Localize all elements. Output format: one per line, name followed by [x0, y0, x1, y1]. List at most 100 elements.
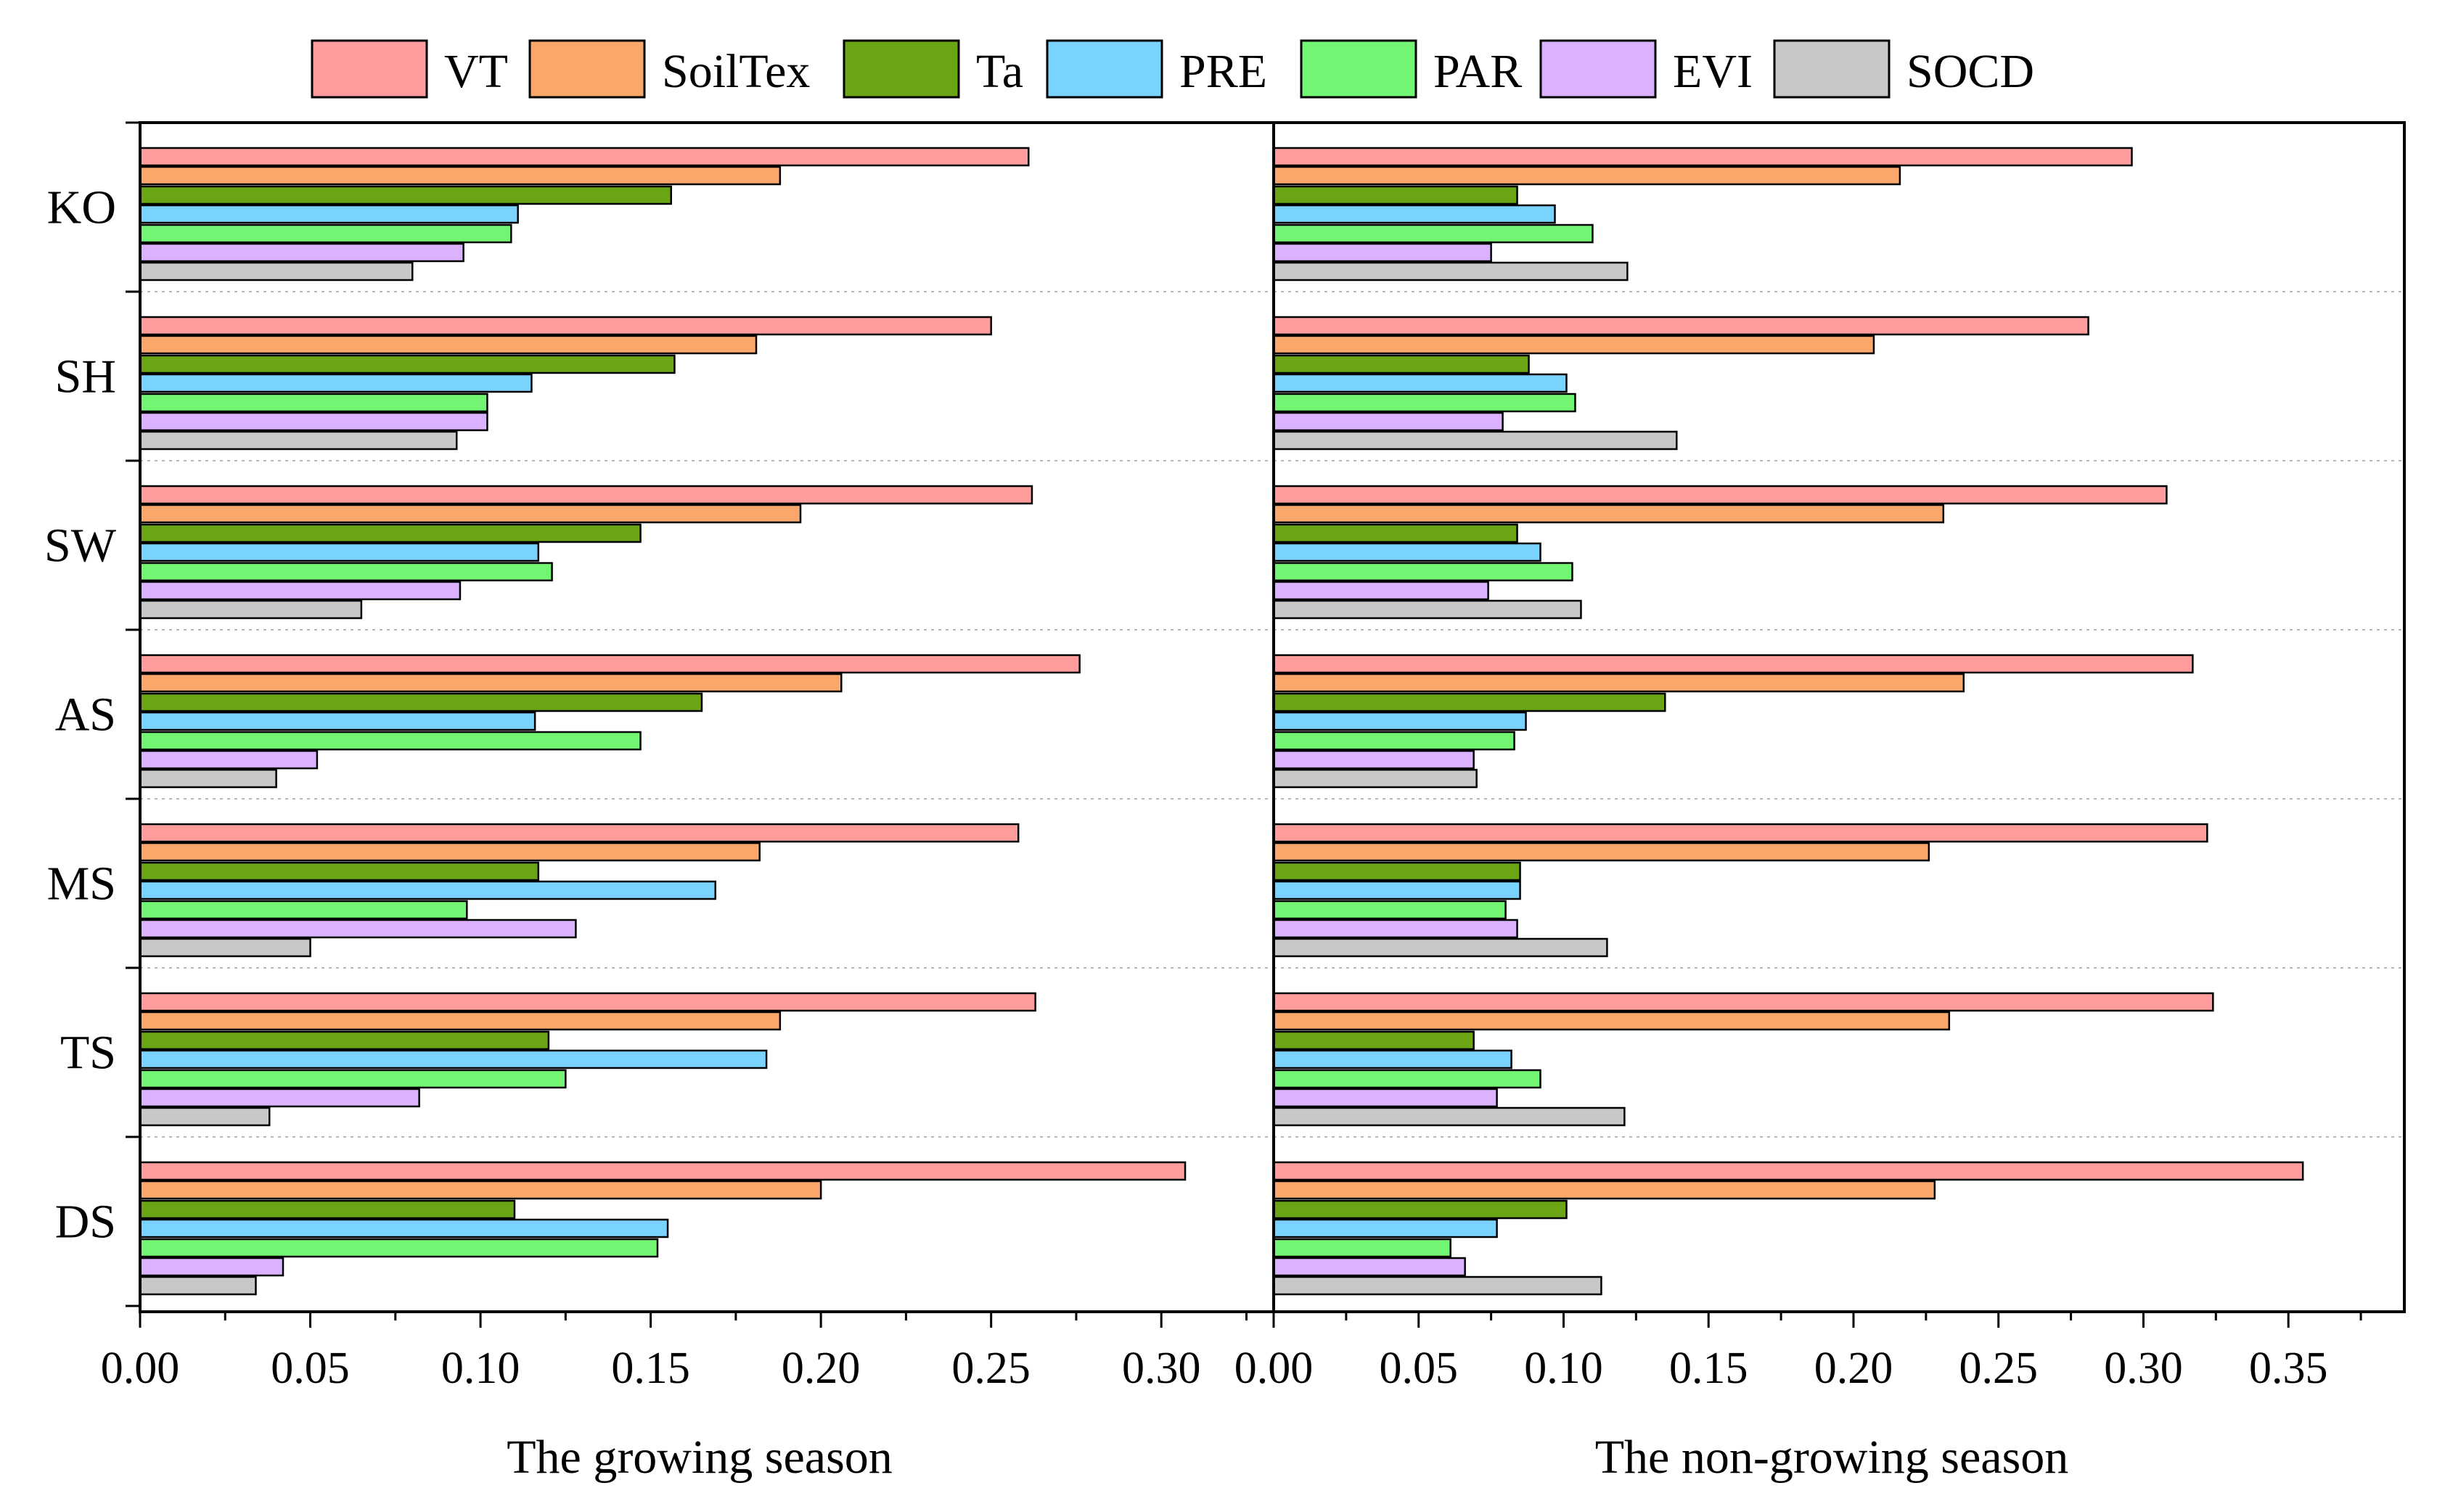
bar-non-growing-ds-evi: [1272, 1257, 1466, 1277]
bar-growing-ds-socd: [139, 1275, 257, 1296]
x-tick-label: 0.30: [2104, 1344, 2183, 1393]
bar-non-growing-ko-socd: [1272, 261, 1629, 282]
x-tick-label: 0.05: [271, 1344, 350, 1393]
x-tick-label: 0.00: [1234, 1344, 1314, 1393]
x-axis-title: The non-growing season: [1595, 1431, 2069, 1484]
bar-growing-ko-evi: [139, 242, 464, 263]
bar-growing-sw-ta: [139, 523, 642, 543]
legend-label: SoilTex: [662, 45, 810, 98]
bar-non-growing-sh-socd: [1272, 430, 1678, 451]
bar-growing-as-vt: [139, 654, 1081, 674]
bar-non-growing-sw-evi: [1272, 580, 1489, 601]
bar-growing-ts-ta: [139, 1030, 550, 1051]
bar-growing-as-pre: [139, 711, 536, 731]
bar-non-growing-as-ta: [1272, 692, 1666, 712]
bar-non-growing-as-par: [1272, 731, 1515, 751]
bar-non-growing-ms-pre: [1272, 880, 1521, 900]
legend-label: VT: [444, 45, 508, 98]
legend-label: PRE: [1179, 45, 1267, 98]
bar-non-growing-ko-soiltex: [1272, 165, 1901, 186]
bar-growing-as-par: [139, 731, 642, 751]
bar-growing-sh-pre: [139, 373, 533, 393]
bar-growing-sh-vt: [139, 316, 992, 336]
bar-growing-sh-evi: [139, 411, 488, 432]
bar-growing-ms-evi: [139, 919, 577, 939]
x-tick-label: 0.25: [1959, 1344, 2038, 1393]
x-tick-label: 0.15: [611, 1344, 690, 1393]
bar-non-growing-ms-vt: [1272, 823, 2208, 843]
x-tick-label: 0.30: [1122, 1344, 1201, 1393]
bar-growing-ms-ta: [139, 861, 540, 882]
bar-growing-ts-par: [139, 1069, 567, 1089]
bar-non-growing-ko-pre: [1272, 204, 1556, 224]
bar-growing-sh-socd: [139, 430, 458, 451]
bar-growing-sw-par: [139, 562, 553, 582]
bar-non-growing-as-soiltex: [1272, 673, 1965, 693]
bar-growing-ms-pre: [139, 880, 716, 900]
legend-item-pre: PRE: [1046, 39, 1267, 99]
bar-growing-as-socd: [139, 768, 277, 789]
panel-growing: 0.00 0.05 0.10 0.15 0.20 0.25 0.30 The growing …: [101, 121, 1275, 1484]
bar-growing-ko-vt: [139, 147, 1030, 167]
bar-non-growing-sh-evi: [1272, 411, 1504, 432]
legend-swatch: [1773, 39, 1891, 99]
panel-non-growing: 0.00 0.05 0.10 0.15 0.20 0.25 0.30 0.35 The non-…: [1234, 121, 2406, 1484]
bar-growing-ko-pre: [139, 204, 519, 224]
bar-growing-ms-soiltex: [139, 842, 761, 862]
bar-non-growing-ko-par: [1272, 223, 1594, 244]
legend-swatch: [843, 39, 960, 99]
bar-growing-ds-par: [139, 1238, 659, 1258]
bar-non-growing-ds-par: [1272, 1238, 1451, 1258]
legend-item-soiltex: SoilTex: [528, 39, 810, 99]
bar-growing-sw-soiltex: [139, 504, 802, 524]
bar-non-growing-ms-evi: [1272, 919, 1518, 939]
bar-non-growing-sw-socd: [1272, 599, 1582, 620]
bar-non-growing-ms-socd: [1272, 937, 1608, 958]
bar-non-growing-ko-evi: [1272, 242, 1492, 263]
bar-non-growing-ms-soiltex: [1272, 842, 1930, 862]
y-axis: KO SH SW AS MS TS DS: [44, 121, 140, 1307]
bar-non-growing-as-vt: [1272, 654, 2194, 674]
bar-non-growing-sw-soiltex: [1272, 504, 1945, 524]
bar-non-growing-ko-vt: [1272, 147, 2133, 167]
bar-non-growing-sw-pre: [1272, 542, 1541, 562]
bar-growing-sw-vt: [139, 485, 1033, 505]
legend-item-vt: VT: [311, 39, 508, 99]
bar-non-growing-ko-ta: [1272, 185, 1518, 205]
bar-non-growing-sw-par: [1272, 562, 1573, 582]
legend-item-par: PAR: [1300, 39, 1522, 99]
bar-non-growing-ts-ta: [1272, 1030, 1475, 1051]
legend-item-ta: Ta: [843, 39, 1023, 99]
bar-growing-sh-par: [139, 393, 488, 413]
bar-non-growing-sw-vt: [1272, 485, 2168, 505]
legend-label: SOCD: [1906, 45, 2034, 98]
bar-non-growing-ds-soiltex: [1272, 1180, 1936, 1200]
bar-non-growing-ms-par: [1272, 900, 1507, 920]
bar-non-growing-ts-vt: [1272, 992, 2214, 1012]
bar-growing-sw-socd: [139, 599, 363, 620]
plot-frame: [1272, 121, 2406, 1313]
bar-growing-ts-evi: [139, 1088, 420, 1108]
legend-swatch: [1046, 39, 1163, 99]
bar-non-growing-sh-vt: [1272, 316, 2089, 336]
bar-growing-as-soiltex: [139, 673, 843, 693]
bar-non-growing-sh-pre: [1272, 373, 1568, 393]
bar-growing-ts-socd: [139, 1106, 271, 1127]
bar-growing-sw-pre: [139, 542, 540, 562]
legend-swatch: [311, 39, 428, 99]
bar-growing-ds-evi: [139, 1257, 284, 1277]
x-tick-label: 0.15: [1669, 1344, 1748, 1393]
legend: VT SoilTex Ta PRE PAR EVI SOCD: [311, 39, 2034, 99]
x-axis-title: The growing season: [507, 1431, 893, 1484]
x-tick-label: 0.35: [2249, 1344, 2328, 1393]
legend-item-socd: SOCD: [1773, 39, 2034, 99]
legend-swatch: [1539, 39, 1657, 99]
bar-growing-ds-pre: [139, 1218, 669, 1238]
y-tick-label: SH: [55, 350, 116, 403]
bar-growing-ds-ta: [139, 1199, 516, 1220]
bar-growing-ko-soiltex: [139, 165, 782, 186]
bar-growing-ko-socd: [139, 261, 414, 282]
bar-growing-sh-ta: [139, 354, 676, 374]
y-tick-label: TS: [60, 1027, 116, 1080]
bar-growing-ko-ta: [139, 185, 672, 205]
